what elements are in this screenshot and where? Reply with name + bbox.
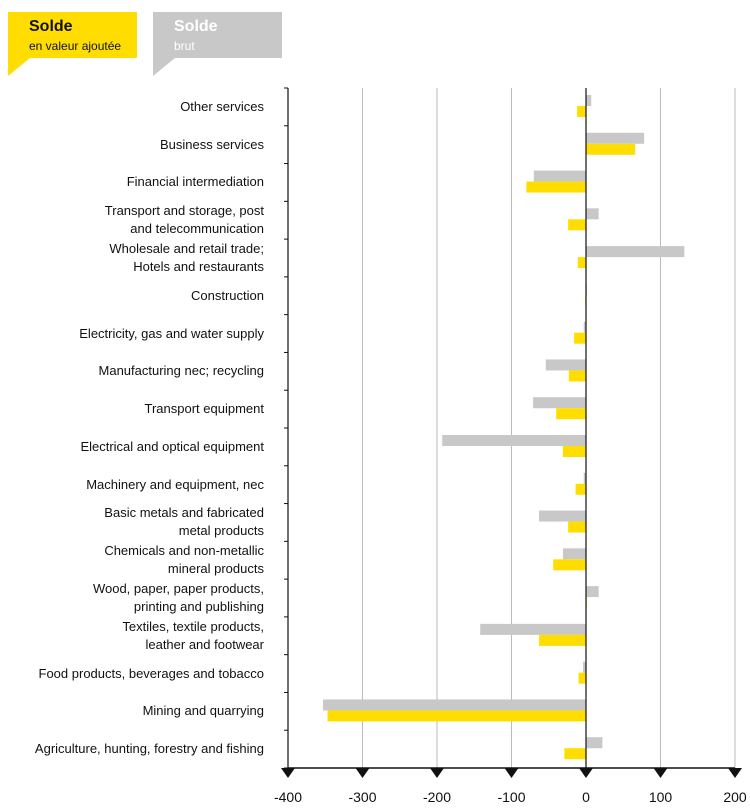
x-tick-marker-5 — [653, 768, 668, 778]
bar-value-added-1 — [586, 143, 636, 155]
legend-gross-shape — [153, 12, 282, 76]
bar-gross-2 — [533, 170, 586, 182]
bar-gross-14 — [480, 623, 586, 635]
x-tick-marker-1 — [355, 768, 370, 778]
bar-value-added-16 — [327, 710, 586, 722]
category-label-2: Financial intermediation — [126, 174, 264, 190]
bar-gross-3 — [586, 208, 599, 220]
bar-gross-13 — [586, 586, 599, 598]
bar-value-added-12 — [553, 559, 586, 571]
category-label-13: Wood, paper, paper products, printing an… — [92, 581, 264, 614]
bar-gross-16 — [323, 699, 586, 711]
category-label-0: Other services — [180, 98, 264, 114]
x-tick-label-3: -100 — [497, 789, 525, 805]
category-label-12: Chemicals and non-metallic mineral produ… — [104, 543, 264, 577]
legend-gross-title: Solde — [174, 18, 218, 35]
x-tick-label-4: 0 — [582, 789, 590, 805]
bar-value-added-6 — [574, 332, 586, 344]
category-label-4: Wholesale and retail trade; Hotels and r… — [109, 241, 264, 274]
x-tick-marker-0 — [281, 768, 295, 778]
category-label-8: Transport equipment — [144, 401, 264, 417]
x-tick-label-5: 100 — [649, 789, 673, 805]
bar-gross-8 — [533, 397, 586, 409]
category-label-1: Business services — [159, 136, 264, 152]
bar-gross-11 — [539, 510, 586, 522]
bar-gross-1 — [586, 132, 645, 144]
legend-gross: Solde brut — [153, 12, 282, 76]
bar-gross-15 — [583, 661, 586, 673]
category-label-6: Electricity, gas and water supply — [79, 325, 264, 341]
x-tick-label-6: 200 — [723, 789, 747, 805]
x-tick-label-1: -300 — [348, 789, 376, 805]
x-tick-marker-6 — [728, 768, 742, 778]
legend-value-added: Solde en valeur ajoutée — [8, 12, 137, 76]
bar-value-added-11 — [568, 521, 586, 533]
x-tick-marker-2 — [430, 768, 444, 778]
category-label-7: Manufacturing nec; recycling — [98, 363, 264, 379]
bar-value-added-2 — [526, 181, 586, 193]
category-label-9: Electrical and optical equipment — [80, 438, 264, 454]
bar-gross-12 — [562, 548, 586, 560]
bar-gross-10 — [583, 472, 586, 484]
category-label-5: Construction — [191, 287, 264, 303]
bar-gross-6 — [583, 321, 586, 333]
bar-value-added-0 — [577, 106, 586, 117]
legend-value-added-title: Solde — [29, 18, 73, 35]
bar-value-added-10 — [575, 483, 586, 495]
bar-gross-0 — [586, 95, 592, 106]
bar-gross-9 — [442, 435, 586, 446]
x-tick-label-0: -400 — [274, 789, 302, 805]
bar-value-added-9 — [562, 446, 586, 457]
bar-value-added-15 — [578, 672, 586, 684]
x-tick-marker-3 — [504, 768, 519, 778]
legend-value-added-subtitle: en valeur ajoutée — [29, 39, 122, 53]
bar-gross-4 — [586, 246, 685, 258]
bar-gross-7 — [545, 359, 586, 371]
bar-value-added-7 — [568, 370, 586, 382]
category-label-14: Textiles, textile products, leather and … — [122, 618, 264, 652]
category-label-11: Basic metals and fabricated metal produc… — [104, 505, 264, 539]
bar-value-added-4 — [577, 257, 586, 269]
x-tick-marker-4 — [579, 768, 593, 778]
legend-value-added-shape — [8, 12, 137, 76]
legend-gross-subtitle: brut — [174, 39, 195, 53]
bar-value-added-14 — [539, 634, 586, 646]
category-label-17: Agriculture, hunting, forestry and fishi… — [34, 741, 264, 757]
bar-gross-17 — [586, 737, 603, 749]
category-label-10: Machinery and equipment, nec — [86, 476, 264, 492]
x-tick-label-2: -200 — [423, 789, 451, 805]
bar-value-added-17 — [564, 748, 586, 760]
bar-value-added-3 — [568, 219, 586, 231]
category-label-3: Transport and storage, post and telecomm… — [104, 203, 264, 237]
category-label-16: Mining and quarrying — [142, 703, 264, 719]
bar-value-added-8 — [556, 408, 586, 420]
category-label-15: Food products, beverages and tobacco — [38, 665, 264, 681]
